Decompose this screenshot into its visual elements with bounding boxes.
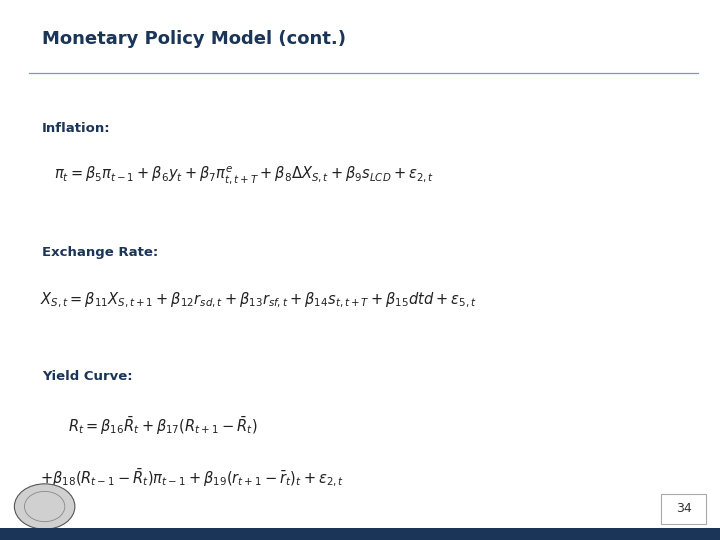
Circle shape bbox=[14, 484, 75, 529]
Text: Yield Curve:: Yield Curve: bbox=[42, 370, 132, 383]
Text: Monetary Policy Model (cont.): Monetary Policy Model (cont.) bbox=[42, 30, 346, 48]
Text: $\pi_t = \beta_5\pi_{t-1} + \beta_6 y_t + \beta_7\pi^{e}_{t,t+T} + \beta_8\Delta: $\pi_t = \beta_5\pi_{t-1} + \beta_6 y_t … bbox=[54, 165, 434, 186]
Text: Exchange Rate:: Exchange Rate: bbox=[42, 246, 158, 259]
Text: $X_{S,t} = \beta_{11}X_{S,t+1} + \beta_{12}r_{sd,t} + \beta_{13}r_{sf,t} + \beta: $X_{S,t} = \beta_{11}X_{S,t+1} + \beta_{… bbox=[40, 291, 476, 310]
Text: $R_t = \beta_{16}\bar{R}_t + \beta_{17}(R_{t+1} - \bar{R}_t)$: $R_t = \beta_{16}\bar{R}_t + \beta_{17}(… bbox=[68, 415, 258, 437]
Text: $+ \beta_{18}(R_{t-1} - \bar{R}_t)\pi_{t-1} + \beta_{19}(r_{t+1} - \bar{r}_t)_t : $+ \beta_{18}(R_{t-1} - \bar{R}_t)\pi_{t… bbox=[40, 467, 343, 489]
Text: 34: 34 bbox=[676, 502, 692, 515]
FancyBboxPatch shape bbox=[0, 528, 720, 540]
FancyBboxPatch shape bbox=[661, 494, 706, 524]
Text: Inflation:: Inflation: bbox=[42, 122, 110, 134]
